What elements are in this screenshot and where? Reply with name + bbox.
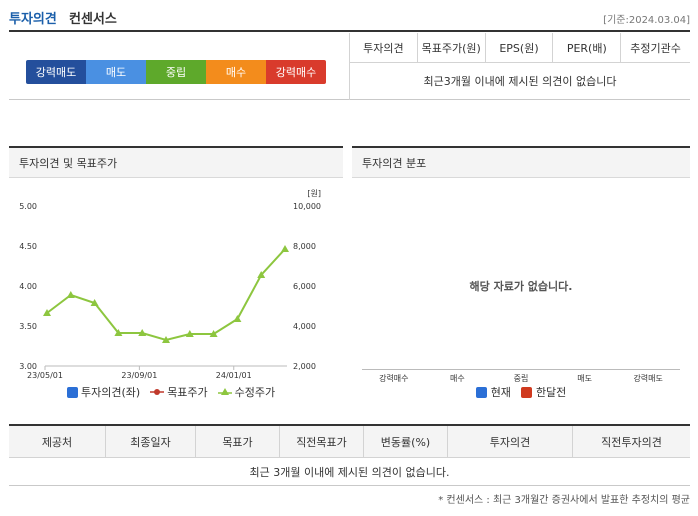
legend-adjusted-label: 수정주가: [234, 386, 276, 399]
scale-buy: 매수: [206, 60, 266, 84]
opinion-table: 투자의견 목표주가(원) EPS(원) PER(배) 추정기관수 최근3개월 이…: [349, 33, 690, 100]
scale-strong-sell: 강력매도: [26, 60, 86, 84]
left-panel-title: 투자의견 및 목표주가: [9, 148, 343, 178]
adjusted-price-point: [257, 271, 266, 278]
broker-table-header: 제공처 최종일자 목표가 직전목표가 변동률(%) 투자의견 직전투자의견: [9, 426, 690, 458]
legend-month-ago-swatch: [520, 386, 532, 398]
x-tick-label: 23/05/01: [27, 371, 63, 380]
x-tick-label: 24/01/01: [216, 371, 252, 380]
cat-buy: 매수: [450, 374, 465, 383]
opinion-target-price-panel: 투자의견 및 목표주가 5.00 4.50 4.00 3.50 3.00 10,000 8,…: [9, 146, 343, 406]
adjusted-price-point: [209, 330, 218, 337]
col-eps: EPS(원): [486, 33, 554, 63]
col-opinion: 투자의견: [350, 33, 418, 63]
col-prev-target: 직전목표가: [280, 426, 364, 458]
legend-adjusted-marker: [217, 388, 232, 395]
legend-current-swatch: [475, 386, 487, 398]
category-axis: [362, 369, 680, 370]
legend-adjusted[interactable]: 수정주가: [217, 384, 276, 400]
adjusted-price-point: [90, 299, 99, 306]
adjusted-price-point: [233, 315, 242, 322]
scale-strong-buy: 강력매수: [266, 60, 326, 84]
cat-strong-buy: 강력매수: [379, 374, 409, 383]
legend-target[interactable]: 목표주가: [150, 384, 208, 400]
y-left-tick-label: 4.50: [19, 242, 37, 251]
col-per: PER(배): [553, 33, 622, 63]
y-left-tick-label: 3.00: [19, 362, 37, 371]
col-target: 목표가: [196, 426, 280, 458]
x-tick-label: 23/09/01: [121, 371, 157, 380]
cat-sell: 매도: [577, 374, 592, 383]
y-right-tick-label: 8,000: [293, 242, 316, 251]
legend-target-marker: [150, 389, 165, 395]
adjusted-price-point: [138, 329, 147, 336]
y-left-tick-label: 3.50: [19, 322, 37, 331]
adjusted-price-point: [185, 330, 194, 337]
consensus-summary: 강력매도 매도 중립 매수 강력매수 투자의견 목표주가(원) EPS(원) P…: [9, 33, 690, 100]
opinion-distribution-panel: 투자의견 분포 해당 자료가 없습니다. 강력매수 매수 중립 매도 강력매도 …: [352, 146, 690, 406]
section-subtitle: 컨센서스: [69, 12, 117, 27]
y-right-tick-label: 4,000: [293, 322, 316, 331]
opinion-empty-message: 최근3개월 이내에 제시된 의견이 없습니다: [423, 75, 617, 88]
legend-target-label: 목표주가: [167, 386, 208, 399]
scale-neutral: 중립: [146, 60, 206, 84]
footnote: * 컨센서스 : 최근 3개월간 증권사에서 발표한 추정치의 평균: [438, 495, 690, 506]
right-panel-title: 투자의견 분포: [352, 148, 690, 178]
adjusted-price-point: [66, 291, 75, 298]
broker-opinion-table: 제공처 최종일자 목표가 직전목표가 변동률(%) 투자의견 직전투자의견 최근…: [9, 424, 690, 486]
col-prev-opinion: 직전투자의견: [601, 436, 662, 449]
adjusted-price-point: [114, 329, 123, 336]
col-last-date: 최종일자: [106, 426, 196, 458]
y-right-tick-label: 10,000: [293, 202, 321, 211]
col-provider: 제공처: [9, 426, 106, 458]
col-target-price: 목표주가(원): [418, 33, 486, 63]
section-header: 투자의견 컨센서스 [기준:2024.03.04]: [9, 0, 690, 32]
category-labels: 강력매수 매수 중립 매도 강력매도: [362, 373, 680, 384]
cat-strong-sell: 강력매도: [633, 374, 663, 383]
y-right-tick-label: 2,000: [293, 362, 316, 371]
cat-neutral: 중립: [513, 374, 529, 383]
adjusted-price-point: [43, 309, 51, 316]
y-right-tick-label: 6,000: [293, 282, 316, 291]
adjusted-price-point: [281, 245, 289, 252]
price-chart: 5.00 4.50 4.00 3.50 3.00 10,000 8,000 6,000 4,00…: [19, 189, 321, 380]
distribution-legend: 현재 한달전: [352, 384, 690, 400]
legend-month-ago[interactable]: 한달전: [520, 384, 567, 400]
y-left-tick-label: 4.00: [19, 282, 37, 291]
legend-current[interactable]: 현재: [475, 384, 511, 400]
legend-opinion-swatch: [67, 386, 78, 398]
reference-date: [기준:2024.03.04]: [603, 15, 690, 26]
broker-empty-message: 최근 3개월 이내에 제시된 의견이 없습니다.: [9, 458, 690, 486]
y-right-unit-label: [원]: [307, 189, 321, 198]
col-change-rate: 변동률(%): [364, 426, 448, 458]
legend-current-label: 현재: [490, 386, 511, 399]
adjusted-price-line: [46, 248, 286, 342]
legend-opinion[interactable]: 투자의견(좌): [67, 384, 140, 400]
col-estimator-count: 추정기관수: [630, 42, 681, 55]
col-opinion: 투자의견: [448, 426, 573, 458]
opinion-scale: 강력매도 매도 중립 매수 강력매수: [26, 60, 326, 84]
legend-month-ago-label: 한달전: [535, 386, 567, 399]
adjusted-price-point: [162, 336, 170, 343]
no-data-message: 해당 자료가 없습니다.: [469, 280, 573, 293]
scale-sell: 매도: [86, 60, 146, 84]
y-left-tick-label: 5.00: [19, 202, 37, 211]
section-title: 투자의견: [9, 12, 57, 27]
opinion-table-header: 투자의견 목표주가(원) EPS(원) PER(배) 추정기관수: [350, 33, 690, 63]
chart-legend: 투자의견(좌) 목표주가 수정주가: [67, 384, 275, 400]
legend-opinion-label: 투자의견(좌): [81, 386, 141, 399]
